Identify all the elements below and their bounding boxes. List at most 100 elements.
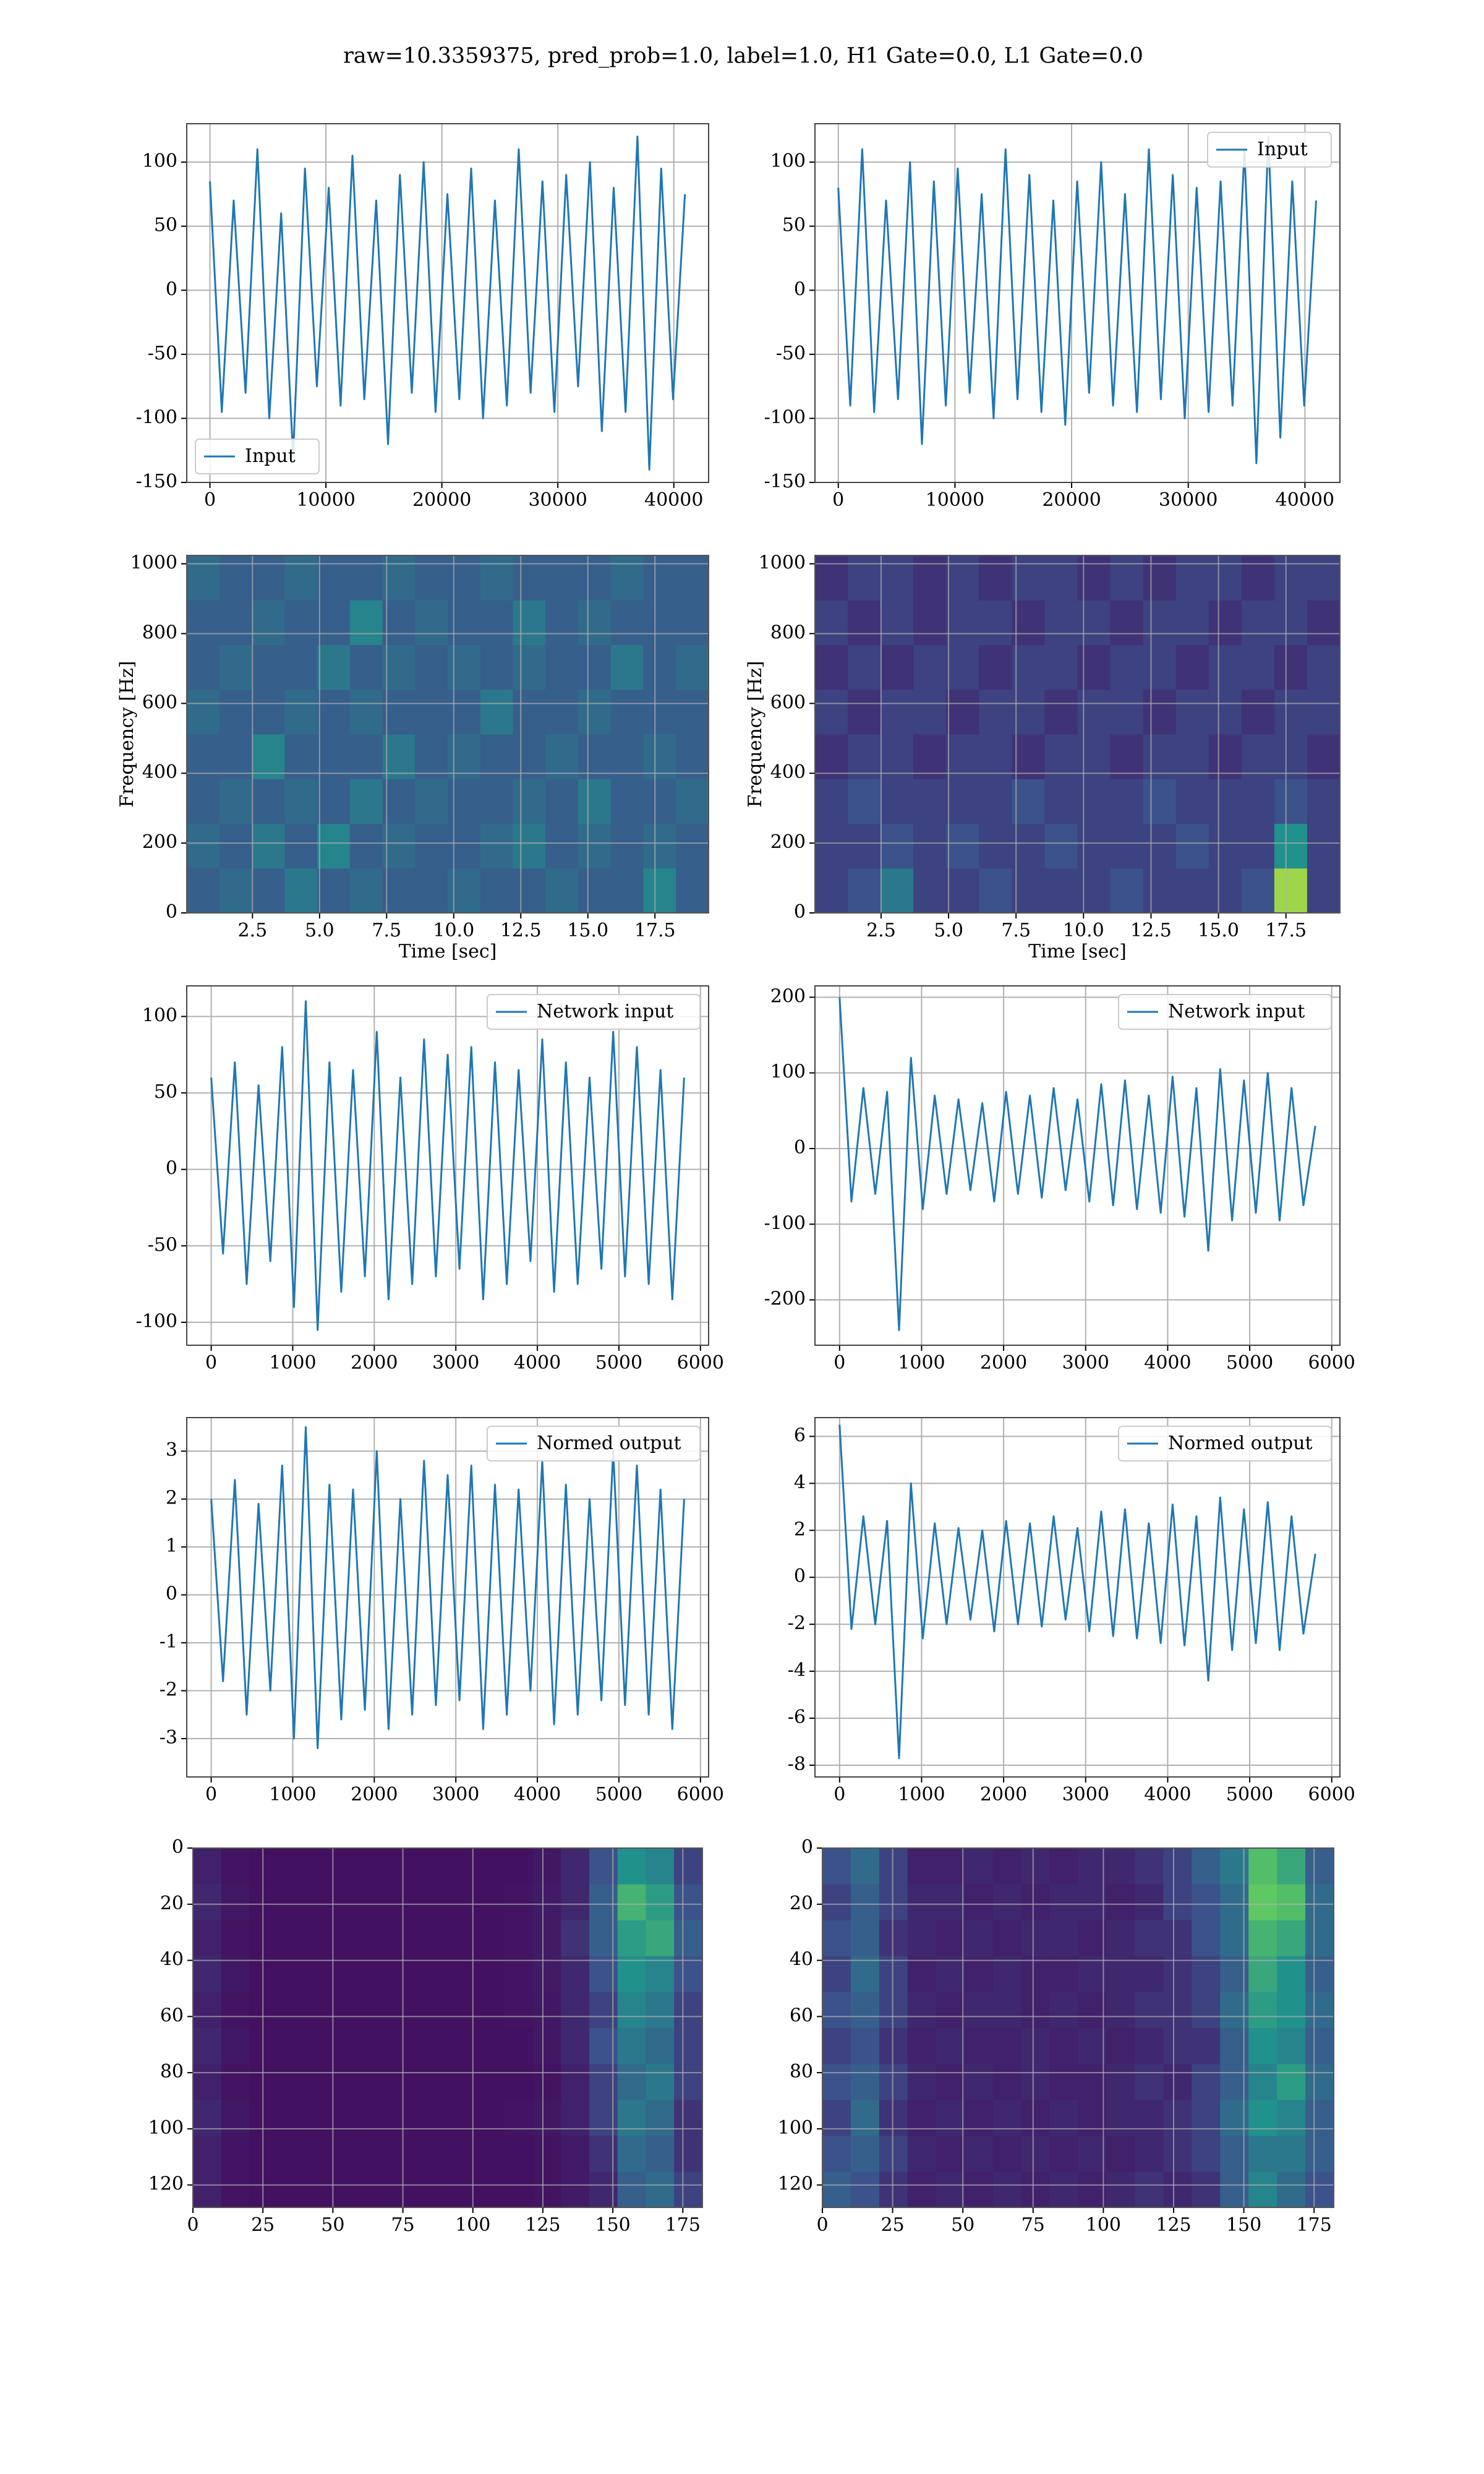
heatmap-cell <box>278 2063 307 2100</box>
heatmap-cell <box>936 2099 965 2136</box>
heatmap-cell <box>1110 600 1144 645</box>
heatmap-cell <box>334 1884 364 1920</box>
heatmap-cell <box>1163 2063 1192 2100</box>
x-tick-label: 25 <box>881 2214 905 2236</box>
heatmap-cell <box>1305 2099 1334 2136</box>
heatmap-cell <box>219 823 252 869</box>
heatmap-cell <box>249 1848 278 1885</box>
heatmap-cell <box>674 1992 702 2028</box>
heatmap-cell <box>1143 823 1177 869</box>
y-tick-label: -3 <box>160 1727 177 1748</box>
heatmap-cell <box>589 1956 618 1992</box>
heatmap-cell <box>475 1920 505 1956</box>
heatmap-cell <box>907 1920 937 1956</box>
heatmap <box>822 1848 1334 2207</box>
heatmap-cell <box>848 779 881 824</box>
heatmap-cell <box>1049 2171 1078 2207</box>
figure-title: raw=10.3359375, pred_prob=1.0, label=1.0… <box>343 44 1143 69</box>
heatmap-cell <box>448 734 481 779</box>
heatmap-cell <box>979 555 1012 601</box>
heatmap-cell <box>992 1848 1022 1885</box>
heatmap-cell <box>1220 2171 1249 2207</box>
heatmap <box>187 555 709 913</box>
heatmap-cell <box>848 823 881 869</box>
heatmap-cell <box>610 600 644 645</box>
heatmap-cell <box>1078 2027 1107 2065</box>
x-tick-label: 0 <box>816 2214 828 2236</box>
heatmap-cell <box>419 1956 448 1992</box>
legend-label: Network input <box>537 1001 673 1022</box>
heatmap-cell <box>879 2171 908 2207</box>
heatmap-cell <box>1307 600 1340 645</box>
heatmap-cell <box>391 1920 420 1956</box>
x-tick-label: 4000 <box>1144 1784 1191 1805</box>
heatmap-cell <box>1163 2099 1192 2136</box>
heatmap-cell <box>1012 689 1045 735</box>
heatmap-cell <box>249 2027 278 2065</box>
heatmap-cell <box>415 689 448 735</box>
heatmap-cell <box>545 600 579 645</box>
subplot: 0 1000 2000 3000 4000 5000 6000 -100 -50 0 50 100 Ne… <box>136 985 724 1374</box>
heatmap-cell <box>1305 2135 1334 2172</box>
legend-box <box>195 439 320 474</box>
heatmap-cell <box>219 868 252 913</box>
heatmap-cell <box>1012 868 1045 913</box>
heatmap-cell <box>992 1884 1022 1920</box>
heatmap-cell <box>907 2063 937 2100</box>
heatmap-cell <box>219 555 252 601</box>
heatmap-cell <box>643 689 676 735</box>
heatmap-cell <box>936 1956 965 1992</box>
heatmap-cell <box>907 1848 937 1885</box>
heatmap-cell <box>391 2027 420 2065</box>
heatmap-cell <box>1135 2171 1164 2207</box>
heatmap-cell <box>1175 823 1209 869</box>
heatmap-cell <box>1241 689 1275 735</box>
heatmap-cell <box>448 1992 477 2028</box>
heatmap-cell <box>221 1992 250 2028</box>
legend-box <box>1118 1426 1332 1462</box>
heatmap-cell <box>193 2063 222 2100</box>
heatmap-cell <box>1220 2135 1249 2172</box>
heatmap-cell <box>848 734 881 779</box>
heatmap-cell <box>643 823 676 869</box>
heatmap-cell <box>1106 1920 1135 1956</box>
heatmap-cell <box>1192 1956 1221 1992</box>
y-tick-label: 50 <box>154 215 177 236</box>
y-tick-label: 200 <box>770 831 806 853</box>
heatmap-cell <box>850 2063 880 2100</box>
heatmap-cell <box>646 2063 675 2100</box>
heatmap <box>815 555 1340 913</box>
heatmap-cell <box>617 1920 646 1956</box>
x-tick-label: 1000 <box>269 1784 316 1805</box>
heatmap-cell <box>1021 1956 1051 1992</box>
legend-box <box>487 994 701 1030</box>
heatmap-cell <box>1175 689 1209 735</box>
heatmap-cell <box>1110 689 1144 735</box>
heatmap-cell <box>391 1992 420 2028</box>
heatmap-cell <box>349 600 383 645</box>
heatmap-cell <box>589 1884 618 1920</box>
x-tick-label: 5000 <box>1226 1784 1273 1805</box>
heatmap-cell <box>187 555 220 601</box>
heatmap-cell <box>334 1992 364 2028</box>
y-tick-label: 2 <box>794 1518 806 1540</box>
x-tick-label: 15.0 <box>1198 920 1239 941</box>
axes-frame <box>192 1847 703 2208</box>
x-tick-label: 17.5 <box>1265 920 1307 941</box>
heatmap-cell <box>349 823 383 869</box>
heatmap-cell <box>382 823 416 869</box>
heatmap-cell <box>504 2135 533 2172</box>
heatmap-cell <box>1163 1956 1192 1992</box>
heatmap-cell <box>278 1920 307 1956</box>
heatmap-cell <box>448 779 481 824</box>
heatmap-cell <box>561 2171 590 2207</box>
x-tick-label: 4000 <box>1144 1352 1191 1374</box>
y-tick-label: 1000 <box>130 552 177 574</box>
legend-box <box>1118 994 1332 1030</box>
heatmap-cell <box>881 868 914 913</box>
heatmap-cell <box>848 644 881 690</box>
y-tick-label: -200 <box>764 1288 806 1310</box>
heatmap-cell <box>561 1848 590 1885</box>
heatmap-cell <box>578 644 612 690</box>
heatmap-cell <box>643 779 676 824</box>
